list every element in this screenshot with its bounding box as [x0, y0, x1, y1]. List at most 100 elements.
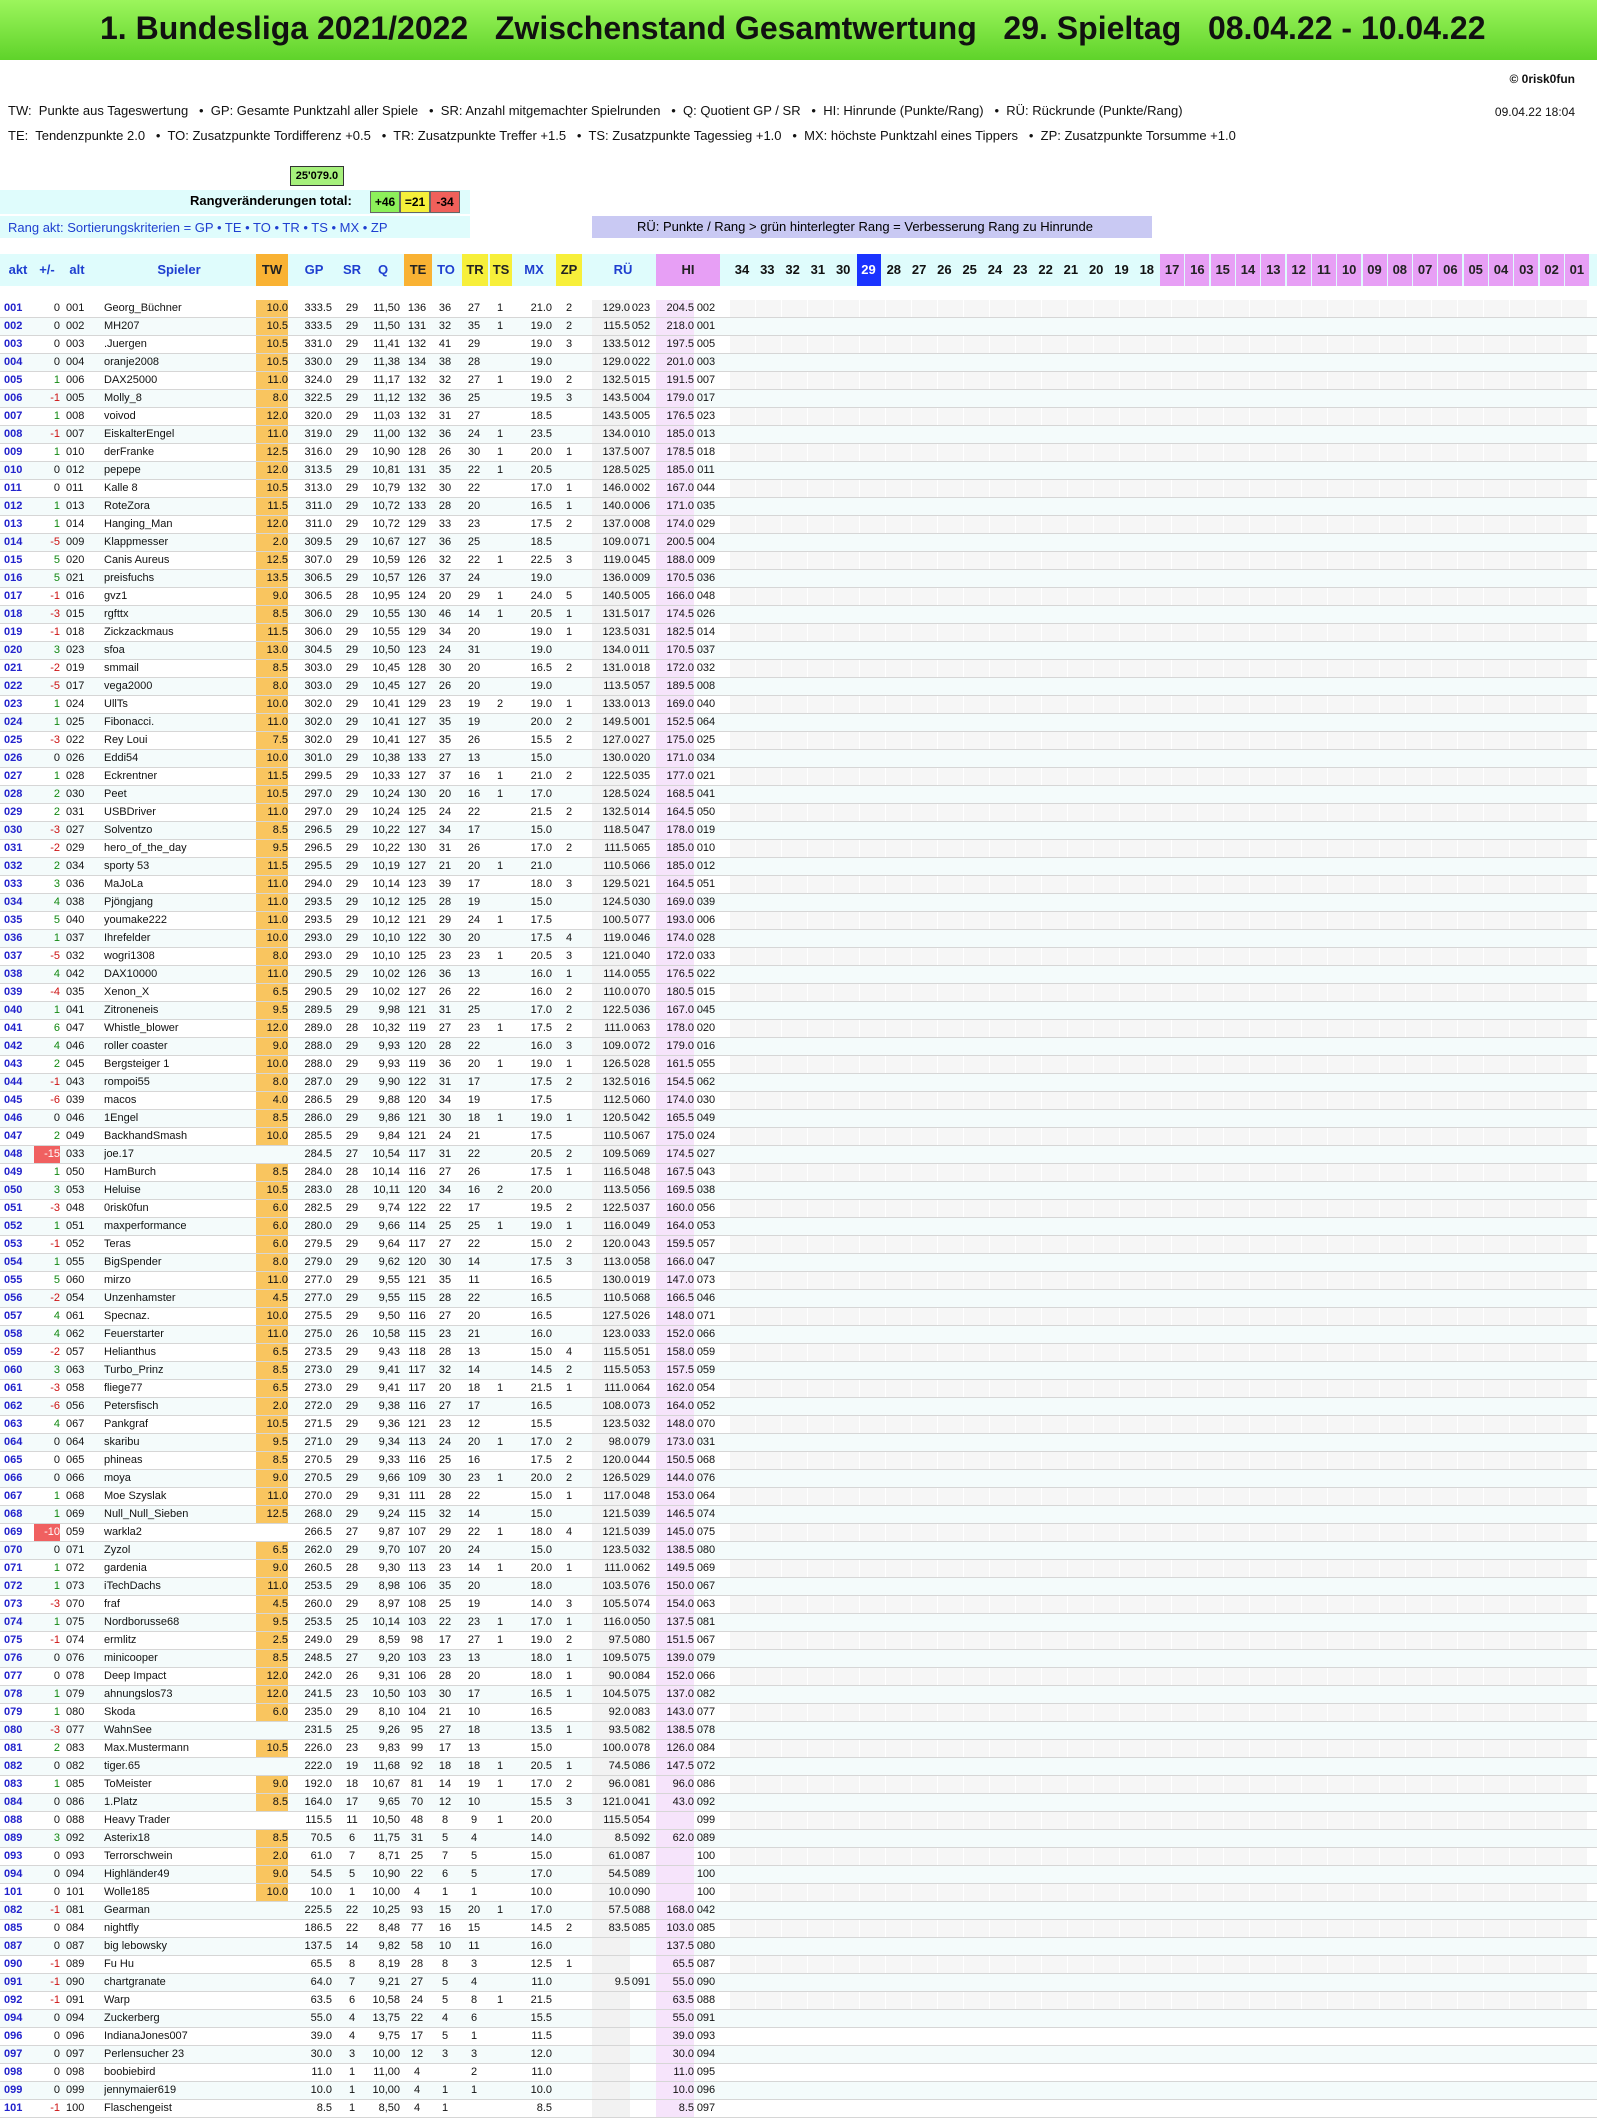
header-to[interactable]: TO	[437, 262, 455, 277]
table-row[interactable]: 101 -1 100 Flaschengeist 8.5 1 8,50 4 1 8.5 8.5 097	[0, 2100, 1597, 2118]
table-row[interactable]: 034 4 038 Pjöngjang 11.0 293.5 29 10,12 125 28 19 1…	[0, 894, 1597, 912]
header-akt[interactable]: akt	[8, 262, 28, 277]
header-day-04[interactable]: 04	[1489, 254, 1513, 286]
header-tr[interactable]: TR	[462, 254, 488, 286]
table-row[interactable]: 018 -3 015 rgfttx 8.5 306.0 29 10,55 130 46 14 1 20.…	[0, 606, 1597, 624]
table-row[interactable]: 007 1 008 voivod 12.0 320.0 29 11,03 132 31 27 18.5…	[0, 408, 1597, 426]
table-row[interactable]: 005 1 006 DAX25000 11.0 324.0 29 11,17 132 32 27 1 1…	[0, 372, 1597, 390]
table-row[interactable]: 019 -1 018 Zickzackmaus 11.5 306.0 29 10,55 129 3…	[0, 624, 1597, 642]
table-row[interactable]: 092 -1 091 Warp 63.5 6 10,58 24 5 8 1 21.5 63.5 088	[0, 1992, 1597, 2010]
header-day-16[interactable]: 16	[1185, 254, 1210, 286]
table-row[interactable]: 067 1 068 Moe Szyslak 11.0 270.0 29 9,31 111 28 22…	[0, 1488, 1597, 1506]
table-row[interactable]: 081 2 083 Max.Mustermann 10.5 226.0 23 9,83 99 17…	[0, 1740, 1597, 1758]
table-row[interactable]: 070 0 071 Zyzol 6.5 262.0 29 9,70 107 20 24 15.0 123…	[0, 1542, 1597, 1560]
table-row[interactable]: 051 -3 048 0risk0fun 6.0 282.5 29 9,74 122 22 17 19…	[0, 1200, 1597, 1218]
header-alt[interactable]: alt	[69, 262, 85, 277]
table-row[interactable]: 031 -2 029 hero_of_the_day 9.5 296.5 29 10,22 13…	[0, 840, 1597, 858]
table-row[interactable]: 099 0 099 jennymaier619 10.0 1 10,00 4 1 1 10.0 10.…	[0, 2082, 1597, 2100]
table-row[interactable]: 028 2 030 Peet 10.5 297.0 29 10,24 130 20 16 1 17.0 1…	[0, 786, 1597, 804]
table-row[interactable]: 085 0 084 nightfly 186.5 22 8,48 77 16 15 14.5 2 83.…	[0, 1920, 1597, 1938]
table-row[interactable]: 058 4 062 Feuerstarter 11.0 275.0 26 10,58 115 23…	[0, 1326, 1597, 1344]
header-day-10[interactable]: 10	[1337, 254, 1362, 286]
table-row[interactable]: 001 0 001 Georg_Büchner 10.0 333.5 29 11,50 136 3…	[0, 300, 1597, 318]
table-row[interactable]: 072 1 073 iTechDachs 11.0 253.5 29 8,98 106 35 20 1…	[0, 1578, 1597, 1596]
table-row[interactable]: 023 1 024 UllTs 10.0 302.0 29 10,41 129 23 19 2 19.0…	[0, 696, 1597, 714]
header-day-05[interactable]: 05	[1463, 254, 1488, 286]
table-row[interactable]: 022 -5 017 vega2000 8.0 303.0 29 10,45 127 26 20 19…	[0, 678, 1597, 696]
table-row[interactable]: 056 -2 054 Unzenhamster 4.5 277.0 29 9,55 115 28 2…	[0, 1290, 1597, 1308]
table-row[interactable]: 062 -6 056 Petersfisch 2.0 272.0 29 9,38 116 27 17…	[0, 1398, 1597, 1416]
header-hi[interactable]: HI	[656, 254, 720, 286]
table-row[interactable]: 064 0 064 skaribu 9.5 271.0 29 9,34 113 24 20 1 17.0…	[0, 1434, 1597, 1452]
header-day-27[interactable]: 27	[911, 262, 927, 277]
table-row[interactable]: 046 0 046 1Engel 8.5 286.0 29 9,86 121 30 18 1 19.0 1…	[0, 1110, 1597, 1128]
table-row[interactable]: 002 0 002 MH207 10.5 333.5 29 11,50 131 32 35 1 19.0…	[0, 318, 1597, 336]
header-day-30[interactable]: 30	[835, 262, 851, 277]
header-day-23[interactable]: 23	[1013, 262, 1028, 277]
header-day-21[interactable]: 21	[1063, 262, 1079, 277]
table-row[interactable]: 061 -3 058 fliege77 6.5 273.0 29 9,41 117 20 18 1 21…	[0, 1380, 1597, 1398]
table-row[interactable]: 038 4 042 DAX10000 11.0 290.5 29 10,02 126 36 13 16…	[0, 966, 1597, 984]
table-row[interactable]: 013 1 014 Hanging_Man 12.0 311.0 29 10,72 129 33 2…	[0, 516, 1597, 534]
table-row[interactable]: 039 -4 035 Xenon_X 6.5 290.5 29 10,02 127 26 22 16.…	[0, 984, 1597, 1002]
table-row[interactable]: 017 -1 016 gvz1 9.0 306.5 28 10,95 124 20 29 1 24.0 5…	[0, 588, 1597, 606]
table-row[interactable]: 040 1 041 Zitroneneis 9.5 289.5 29 9,98 121 31 25 1…	[0, 1002, 1597, 1020]
table-row[interactable]: 037 -5 032 wogri1308 8.0 293.0 29 10,10 125 23 23 1…	[0, 948, 1597, 966]
table-row[interactable]: 076 0 076 minicooper 8.5 248.5 27 9,20 103 23 13 18…	[0, 1650, 1597, 1668]
header-day-13[interactable]: 13	[1261, 254, 1286, 286]
header-day-22[interactable]: 22	[1038, 262, 1053, 277]
table-row[interactable]: 012 1 013 RoteZora 11.5 311.0 29 10,72 133 28 20 16…	[0, 498, 1597, 516]
table-row[interactable]: 060 3 063 Turbo_Prinz 8.5 273.0 29 9,41 117 32 14 1…	[0, 1362, 1597, 1380]
table-row[interactable]: 044 -1 043 rompoi55 8.0 287.0 29 9,90 122 31 17 17.…	[0, 1074, 1597, 1092]
table-row[interactable]: 094 0 094 Zuckerberg 55.0 4 13,75 22 4 6 15.5 55.0 0…	[0, 2010, 1597, 2028]
table-row[interactable]: 055 5 060 mirzo 11.0 277.0 29 9,55 121 35 11 16.5 13…	[0, 1272, 1597, 1290]
table-row[interactable]: 098 0 098 boobiebird 11.0 1 11,00 4 2 11.0 11.0 095	[0, 2064, 1597, 2082]
header-te[interactable]: TE	[404, 254, 432, 286]
table-row[interactable]: 050 3 053 Heluise 10.5 283.0 28 10,11 120 34 16 2 20…	[0, 1182, 1597, 1200]
table-row[interactable]: 004 0 004 oranje2008 10.5 330.0 29 11,38 134 38 28…	[0, 354, 1597, 372]
table-row[interactable]: 084 0 086 1.Platz 8.5 164.0 17 9,65 70 12 10 15.5 3 1…	[0, 1794, 1597, 1812]
header-zp[interactable]: ZP	[556, 254, 582, 286]
header-day-08[interactable]: 08	[1387, 254, 1412, 286]
table-row[interactable]: 035 5 040 youmake222 11.0 293.5 29 10,12 121 29 24…	[0, 912, 1597, 930]
table-row[interactable]: 090 -1 089 Fu Hu 65.5 8 8,19 28 8 3 12.5 1 65.5 087	[0, 1956, 1597, 1974]
table-row[interactable]: 097 0 097 Perlensucher 23 30.0 3 10,00 12 3 3 12.0…	[0, 2046, 1597, 2064]
header-day-26[interactable]: 26	[937, 262, 952, 277]
header-day-12[interactable]: 12	[1286, 254, 1311, 286]
table-row[interactable]: 088 0 088 Heavy Trader 115.5 11 10,50 48 8 9 1 20.0…	[0, 1812, 1597, 1830]
header-day-03[interactable]: 03	[1514, 254, 1539, 286]
table-row[interactable]: 071 1 072 gardenia 9.0 260.5 28 9,30 113 23 14 1 20.…	[0, 1560, 1597, 1578]
table-row[interactable]: 036 1 037 Ihrefelder 10.0 293.0 29 10,10 122 30 20…	[0, 930, 1597, 948]
header-tw[interactable]: TW	[256, 254, 288, 286]
table-row[interactable]: 073 -3 070 fraf 4.5 260.0 29 8,97 108 25 19 14.0 3 10…	[0, 1596, 1597, 1614]
table-row[interactable]: 009 1 010 derFranke 12.5 316.0 29 10,90 128 26 30 1…	[0, 444, 1597, 462]
table-row[interactable]: 074 1 075 Nordborusse68 9.5 253.5 25 10,14 103 22…	[0, 1614, 1597, 1632]
table-row[interactable]: 025 -3 022 Rey Loui 7.5 302.0 29 10,41 127 35 26 15…	[0, 732, 1597, 750]
header-q[interactable]: Q	[377, 262, 389, 277]
table-row[interactable]: 048 -15 033 joe.17 284.5 27 10,54 117 31 22 20.5 2 1…	[0, 1146, 1597, 1164]
header-day-31[interactable]: 31	[810, 262, 826, 277]
header-day-34[interactable]: 34	[734, 262, 750, 277]
header-day-28[interactable]: 28	[886, 262, 902, 277]
table-row[interactable]: 015 5 020 Canis Aureus 12.5 307.0 29 10,59 126 32…	[0, 552, 1597, 570]
header-sr[interactable]: SR	[342, 262, 362, 277]
header-day-29[interactable]: 29	[856, 254, 881, 286]
table-row[interactable]: 082 0 082 tiger.65 222.0 19 11,68 92 18 18 1 20.5 1 7…	[0, 1758, 1597, 1776]
header-day-14[interactable]: 14	[1236, 254, 1260, 286]
header-gp[interactable]: GP	[304, 262, 324, 277]
table-row[interactable]: 077 0 078 Deep Impact 12.0 242.0 26 9,31 106 28 20…	[0, 1668, 1597, 1686]
table-row[interactable]: 027 1 028 Eckrentner 11.5 299.5 29 10,33 127 37 16…	[0, 768, 1597, 786]
header-day-01[interactable]: 01	[1564, 254, 1589, 286]
table-row[interactable]: 008 -1 007 EiskalterEngel 11.0 319.0 29 11,00 13…	[0, 426, 1597, 444]
table-row[interactable]: 021 -2 019 smmail 8.5 303.0 29 10,45 128 30 20 16.5…	[0, 660, 1597, 678]
table-row[interactable]: 053 -1 052 Teras 6.0 279.5 29 9,64 117 27 22 15.0 2 1…	[0, 1236, 1597, 1254]
table-row[interactable]: 026 0 026 Eddi54 10.0 301.0 29 10,38 133 27 13 15.0…	[0, 750, 1597, 768]
header-day-19[interactable]: 19	[1114, 262, 1129, 277]
header-pm[interactable]: +/-	[39, 262, 55, 277]
table-row[interactable]: 041 6 047 Whistle_blower 12.0 289.0 28 10,32 119…	[0, 1020, 1597, 1038]
table-row[interactable]: 096 0 096 IndianaJones007 39.0 4 9,75 17 5 1 11.5 3…	[0, 2028, 1597, 2046]
table-row[interactable]: 030 -3 027 Solventzo 8.5 296.5 29 10,22 127 34 17 1…	[0, 822, 1597, 840]
table-row[interactable]: 045 -6 039 macos 4.0 286.5 29 9,88 120 34 19 17.5 11…	[0, 1092, 1597, 1110]
table-row[interactable]: 020 3 023 sfoa 13.0 304.5 29 10,50 123 24 31 19.0 13…	[0, 642, 1597, 660]
table-row[interactable]: 063 4 067 Pankgraf 10.5 271.5 29 9,36 121 23 12 15.…	[0, 1416, 1597, 1434]
